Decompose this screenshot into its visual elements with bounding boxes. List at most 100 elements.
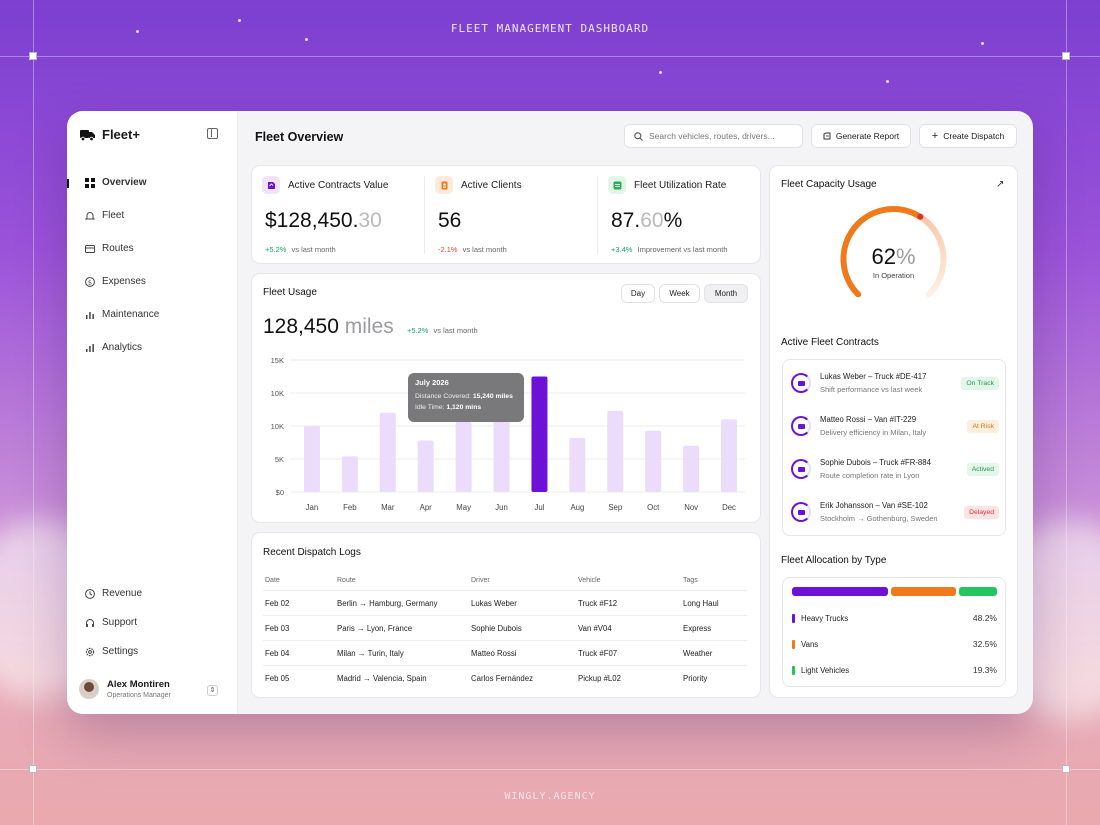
column-header: Tags bbox=[683, 577, 698, 584]
sidebar-item-label: Overview bbox=[102, 177, 147, 188]
sidebar-item-revenue[interactable]: Revenue bbox=[85, 588, 142, 599]
bar-chart-icon bbox=[86, 343, 94, 352]
sidebar-item-label: Fleet bbox=[102, 210, 125, 221]
sidebar-item-expenses[interactable]: $ Expenses bbox=[85, 276, 146, 287]
table-cell: Truck #F07 bbox=[578, 649, 618, 658]
gauge-track bbox=[917, 213, 947, 298]
column-header: Vehicle bbox=[578, 577, 601, 584]
contract-item[interactable]: Lukas Weber – Truck #DE-417 Shift perform… bbox=[791, 367, 999, 403]
grid-icon bbox=[85, 177, 95, 188]
allocation-bar-segment bbox=[958, 587, 997, 596]
contract-desc: Route completion rate in Lyon bbox=[820, 471, 920, 480]
column-header: Route bbox=[337, 577, 356, 584]
allocation-marker bbox=[792, 640, 795, 649]
table-cell: Feb 04 bbox=[265, 649, 290, 658]
table-row[interactable]: Feb 05 Madrid → Valencia, Spain Carlos Fer… bbox=[263, 666, 747, 691]
tooltip-distance: Distance Covered: 15,240 miles bbox=[415, 393, 513, 400]
sidebar-item-label: Revenue bbox=[102, 588, 143, 599]
sidebar-item-fleet[interactable]: Fleet bbox=[85, 210, 124, 221]
bar-apr[interactable] bbox=[417, 440, 434, 492]
create-dispatch-label: Create Dispatch bbox=[943, 131, 1005, 141]
bar-jan[interactable] bbox=[303, 426, 320, 492]
arrow-up-right-icon[interactable]: ↗ bbox=[996, 179, 1005, 190]
contract-item[interactable]: Erik Johansson – Van #SE-102 Stockholm → … bbox=[791, 496, 999, 532]
brand-logo[interactable]: Fleet+ bbox=[80, 127, 140, 142]
bar-sep[interactable] bbox=[607, 410, 624, 492]
sidebar-collapse-icon[interactable] bbox=[207, 128, 218, 139]
sidebar-item-overview[interactable]: Overview bbox=[85, 177, 146, 188]
search-input[interactable]: Search vehicles, routes, drivers... bbox=[624, 124, 803, 148]
capacity-sub: In Operation bbox=[872, 271, 915, 280]
allocation-percent: 32.5% bbox=[972, 639, 997, 649]
create-dispatch-button[interactable]: + Create Dispatch bbox=[919, 124, 1017, 148]
tooltip-idle: Idle Time: 1,120 mins bbox=[415, 404, 482, 411]
truck-icon bbox=[80, 129, 95, 141]
contract-item[interactable]: Matteo Rossi – Van #IT-229 Delivery effic… bbox=[791, 410, 999, 446]
table-cell: Sophie Dubois bbox=[471, 624, 522, 633]
divider bbox=[424, 176, 425, 254]
tab-day[interactable]: Day bbox=[621, 284, 655, 303]
main-content: Fleet Overview Search vehicles, routes, … bbox=[239, 111, 1033, 714]
contract-item[interactable]: Sophie Dubois – Truck #FR-884 Route compl… bbox=[791, 453, 999, 489]
clients-icon bbox=[435, 176, 453, 194]
plus-icon: + bbox=[931, 130, 939, 142]
contract-desc: Shift performance vs last week bbox=[820, 385, 923, 394]
kpi-contracts-value: Active Contracts Value $128,450.30 +5.2%… bbox=[252, 166, 424, 264]
kpi-utilization-rate: Fleet Utilization Rate 87.60% +3.4% Impro… bbox=[598, 166, 762, 264]
tab-month[interactable]: Month bbox=[704, 284, 748, 303]
table-row[interactable]: Feb 04 Milan → Turin, Italy Matteo Rossi Tr… bbox=[263, 641, 747, 666]
kpi-delta: +3.4% Improvement vs last month bbox=[611, 245, 728, 254]
table-row[interactable]: Feb 03 Paris → Lyon, France Sophie Dubois V… bbox=[263, 616, 747, 641]
generate-report-label: Generate Report bbox=[835, 131, 900, 141]
bar-nov[interactable] bbox=[683, 445, 700, 492]
sidebar-item-label: Analytics bbox=[102, 342, 143, 353]
kpi-value: $128,450.30 bbox=[265, 209, 382, 232]
bar-jun[interactable] bbox=[493, 419, 510, 492]
sidebar-item-maintenance[interactable]: Maintenance bbox=[85, 309, 159, 320]
tab-week[interactable]: Week bbox=[659, 284, 700, 303]
contract-progress-icon bbox=[791, 459, 811, 479]
table-cell: Matteo Rossi bbox=[471, 649, 517, 658]
app-window: Fleet+ Overview Fleet Routes $ Expenses … bbox=[67, 111, 1033, 714]
allocation-box: Heavy Trucks 48.2% Vans 32.5% Light Vehicles… bbox=[782, 577, 1006, 687]
fleet-usage-chart: $0 5K 10K 10K 15K Jan Feb Mar Apr May Jun Jul Aug Sep… bbox=[271, 356, 745, 512]
kpi-label: Fleet Utilization Rate bbox=[634, 179, 727, 191]
status-badge: On Track bbox=[961, 377, 999, 390]
user-name: Alex Montiren bbox=[107, 679, 170, 690]
sidebar-item-support[interactable]: Support bbox=[85, 617, 137, 628]
bar-aug[interactable] bbox=[569, 437, 586, 492]
allocation-bar-segment bbox=[890, 587, 956, 596]
chart-tooltip: July 2026 Distance Covered: 15,240 miles… bbox=[408, 373, 524, 422]
x-tick-label: Nov bbox=[684, 503, 698, 512]
bar-dec[interactable] bbox=[721, 419, 738, 492]
contract-name: Erik Johansson – Van #SE-102 bbox=[820, 501, 928, 510]
sidebar-item-analytics[interactable]: Analytics bbox=[85, 342, 142, 353]
tooltip-title: July 2026 bbox=[415, 378, 449, 387]
bar-oct[interactable] bbox=[645, 430, 662, 492]
kpi-value: 87.60% bbox=[611, 209, 683, 232]
sidebar-item-settings[interactable]: Settings bbox=[85, 646, 138, 657]
chevron-updown-icon[interactable]: ⇕ bbox=[207, 685, 218, 696]
bar-jul[interactable] bbox=[531, 376, 548, 493]
avatar bbox=[79, 679, 99, 699]
sidebar-item-label: Support bbox=[102, 617, 138, 628]
bar-mar[interactable] bbox=[379, 412, 396, 492]
table-cell: Truck #F12 bbox=[578, 599, 618, 608]
sidebar: Fleet+ Overview Fleet Routes $ Expenses … bbox=[67, 111, 238, 714]
contracts-list: Lukas Weber – Truck #DE-417 Shift perform… bbox=[782, 359, 1006, 536]
x-tick-label: Feb bbox=[343, 503, 357, 512]
frame-footer: WINGLY.AGENCY bbox=[504, 791, 596, 802]
x-tick-label: Dec bbox=[722, 503, 736, 512]
table-row[interactable]: Feb 02 Berlin → Hamburg, Germany Lukas Web… bbox=[263, 591, 747, 616]
user-profile[interactable]: Alex Montiren Operations Manager ⇕ bbox=[79, 677, 229, 703]
table-cell: Paris → Lyon, France bbox=[337, 624, 413, 633]
bar-may[interactable] bbox=[455, 422, 472, 492]
kpi-label: Active Contracts Value bbox=[288, 179, 389, 191]
generate-report-button[interactable]: Generate Report bbox=[811, 124, 911, 148]
dispatch-logs-card: Recent Dispatch Logs Date Route Driver Vehi… bbox=[251, 532, 761, 698]
fleet-usage-title: Fleet Usage bbox=[263, 287, 317, 298]
y-tick-label: 5K bbox=[275, 455, 284, 464]
sidebar-item-routes[interactable]: Routes bbox=[85, 243, 134, 254]
x-tick-label: Oct bbox=[647, 503, 660, 512]
bar-feb[interactable] bbox=[341, 456, 358, 492]
